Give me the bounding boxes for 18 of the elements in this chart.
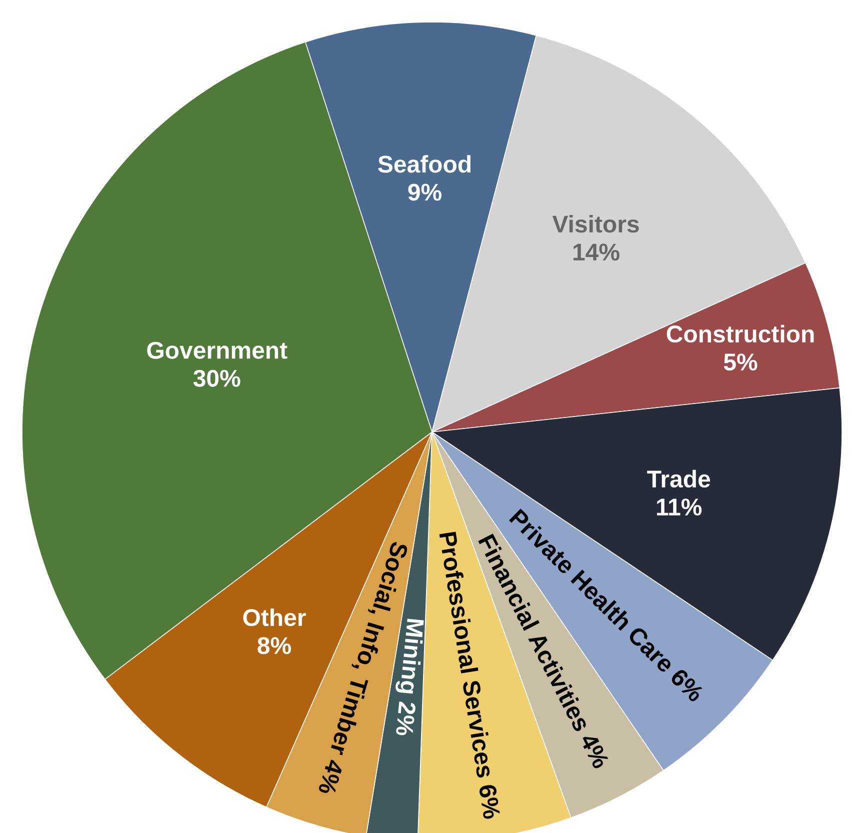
data-label: 6%	[672, 670, 702, 702]
slice-label: Mining	[396, 618, 424, 694]
slice-label: Construction	[666, 324, 814, 343]
slice-label: Other	[243, 608, 306, 626]
data-label: 14%	[573, 244, 620, 261]
slice-label: Trade	[647, 470, 710, 488]
data-label: 5%	[724, 354, 758, 371]
slice-label: Seafood	[378, 155, 471, 173]
data-label: 6%	[480, 785, 500, 819]
data-label: 4%	[582, 736, 608, 768]
data-label: 2%	[396, 702, 416, 736]
data-label: 4%	[318, 760, 342, 793]
slice-label: Visitors	[552, 214, 639, 233]
data-label: 11%	[657, 498, 702, 516]
data-label: 30%	[193, 370, 240, 387]
slice-label: Government	[147, 342, 288, 359]
data-label: 8%	[258, 637, 291, 654]
data-label: 9%	[408, 184, 442, 201]
